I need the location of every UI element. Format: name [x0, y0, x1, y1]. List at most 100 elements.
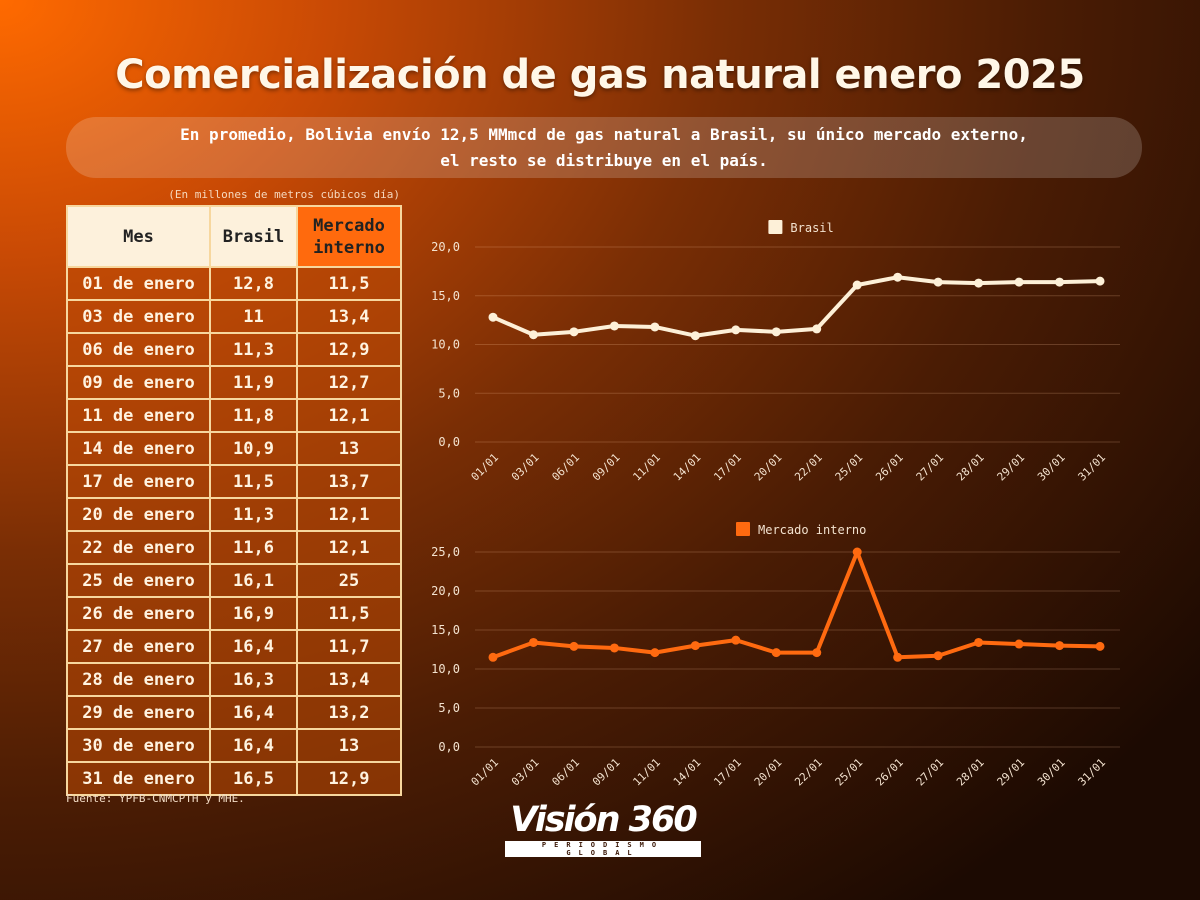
y-tick-label: 15,0 [431, 623, 460, 637]
table-row: 31 de enero 16,5 12,9 [66, 761, 402, 796]
x-tick-label: 28/01 [954, 756, 987, 789]
table-row: 03 de enero 11 13,4 [66, 299, 402, 334]
table-row: 28 de enero 16,3 13,4 [66, 662, 402, 697]
cell-mercado-interno: 12,1 [296, 497, 402, 532]
x-tick-label: 26/01 [873, 756, 906, 789]
table-row: 17 de enero 11,5 13,7 [66, 464, 402, 499]
data-point [812, 648, 822, 658]
x-tick-label: 06/01 [549, 451, 582, 484]
data-point [731, 635, 741, 645]
x-tick-label: 09/01 [590, 451, 623, 484]
data-point [974, 278, 984, 288]
table-row: 01 de enero 12,8 11,5 [66, 266, 402, 301]
data-point [488, 652, 498, 662]
data-point [690, 641, 700, 651]
cell-brasil: 11 [209, 299, 298, 334]
cell-mercado-interno: 25 [296, 563, 402, 598]
data-point [852, 547, 862, 557]
cell-brasil: 16,3 [209, 662, 298, 697]
logo-text: Visión 360 [510, 800, 698, 840]
table-row: 14 de enero 10,9 13 [66, 431, 402, 466]
cell-mercado-interno: 13,4 [296, 299, 402, 334]
x-tick-label: 06/01 [549, 756, 582, 789]
data-point [569, 327, 579, 337]
y-tick-label: 10,0 [431, 662, 460, 676]
legend-label: Mercado interno [758, 523, 866, 537]
cell-mercado-interno: 13,2 [296, 695, 402, 730]
legend-swatch [736, 522, 750, 536]
cell-mercado-interno: 11,5 [296, 266, 402, 301]
header-mes: Mes [66, 205, 211, 268]
x-tick-label: 20/01 [752, 756, 785, 789]
x-tick-label: 17/01 [711, 451, 744, 484]
cell-mercado-interno: 11,7 [296, 629, 402, 664]
data-point [609, 321, 619, 331]
data-point [933, 651, 943, 661]
data-point [1014, 277, 1024, 287]
data-point [893, 652, 903, 662]
cell-mercado-interno: 12,7 [296, 365, 402, 400]
cell-mes: 06 de enero [66, 332, 211, 367]
x-tick-label: 14/01 [671, 756, 704, 789]
header-mercado-interno: Mercado interno [296, 205, 402, 268]
x-tick-label: 11/01 [630, 756, 663, 789]
cell-brasil: 11,9 [209, 365, 298, 400]
table-row: 29 de enero 16,4 13,2 [66, 695, 402, 730]
cell-brasil: 11,3 [209, 332, 298, 367]
series-line [492, 275, 1101, 338]
table-row: 22 de enero 11,6 12,1 [66, 530, 402, 565]
cell-brasil: 11,8 [209, 398, 298, 433]
subtitle-line-1: En promedio, Bolivia envío 12,5 MMmcd de… [180, 124, 1028, 144]
cell-mes: 25 de enero [66, 563, 211, 598]
data-point [609, 643, 619, 653]
cell-brasil: 16,9 [209, 596, 298, 631]
y-tick-label: 0,0 [438, 740, 460, 754]
cell-brasil: 16,5 [209, 761, 298, 796]
x-tick-label: 30/01 [1035, 756, 1068, 789]
data-point [933, 277, 943, 287]
cell-mes: 28 de enero [66, 662, 211, 697]
cell-brasil: 10,9 [209, 431, 298, 466]
vision360-logo: Visión 360 PERIODISMO GLOBAL [503, 800, 703, 859]
y-tick-label: 5,0 [438, 386, 460, 400]
cell-mes: 26 de enero [66, 596, 211, 631]
x-tick-label: 25/01 [833, 756, 866, 789]
table-row: 06 de enero 11,3 12,9 [66, 332, 402, 367]
data-point [528, 330, 538, 340]
data-point [771, 327, 781, 337]
data-point [1055, 641, 1065, 651]
cell-mercado-interno: 12,1 [296, 398, 402, 433]
cell-brasil: 16,4 [209, 728, 298, 763]
cell-mes: 01 de enero [66, 266, 211, 301]
x-tick-label: 30/01 [1035, 451, 1068, 484]
x-tick-label: 11/01 [630, 451, 663, 484]
chart-brasil: Brasil 0,0 5,0 10,0 15,0 20,0 01/01 03/01 06/01 0… [431, 220, 1120, 484]
y-tick-label: 20,0 [431, 240, 460, 254]
cell-mercado-interno: 12,1 [296, 530, 402, 565]
x-tick-label: 09/01 [590, 756, 623, 789]
series-line [492, 550, 1101, 660]
x-tick-label: 01/01 [469, 756, 502, 789]
cell-mes: 30 de enero [66, 728, 211, 763]
cell-mercado-interno: 11,5 [296, 596, 402, 631]
x-tick-label: 28/01 [954, 451, 987, 484]
x-tick-label: 03/01 [509, 756, 542, 789]
cell-mes: 31 de enero [66, 761, 211, 796]
data-point [1095, 641, 1105, 651]
y-tick-label: 10,0 [431, 338, 460, 352]
data-point [650, 322, 660, 332]
cell-mercado-interno: 12,9 [296, 332, 402, 367]
y-tick-label: 20,0 [431, 584, 460, 598]
cell-mes: 11 de enero [66, 398, 211, 433]
table-row: 11 de enero 11,8 12,1 [66, 398, 402, 433]
cell-mes: 22 de enero [66, 530, 211, 565]
cell-mes: 17 de enero [66, 464, 211, 499]
cell-brasil: 12,8 [209, 266, 298, 301]
cell-mercado-interno: 13,4 [296, 662, 402, 697]
table-row: 20 de enero 11,3 12,1 [66, 497, 402, 532]
data-point [1055, 277, 1065, 287]
data-point [488, 312, 498, 322]
data-point [528, 637, 538, 647]
x-tick-label: 27/01 [914, 451, 947, 484]
subtitle-line-2: el resto se distribuye en el país. [440, 150, 768, 170]
